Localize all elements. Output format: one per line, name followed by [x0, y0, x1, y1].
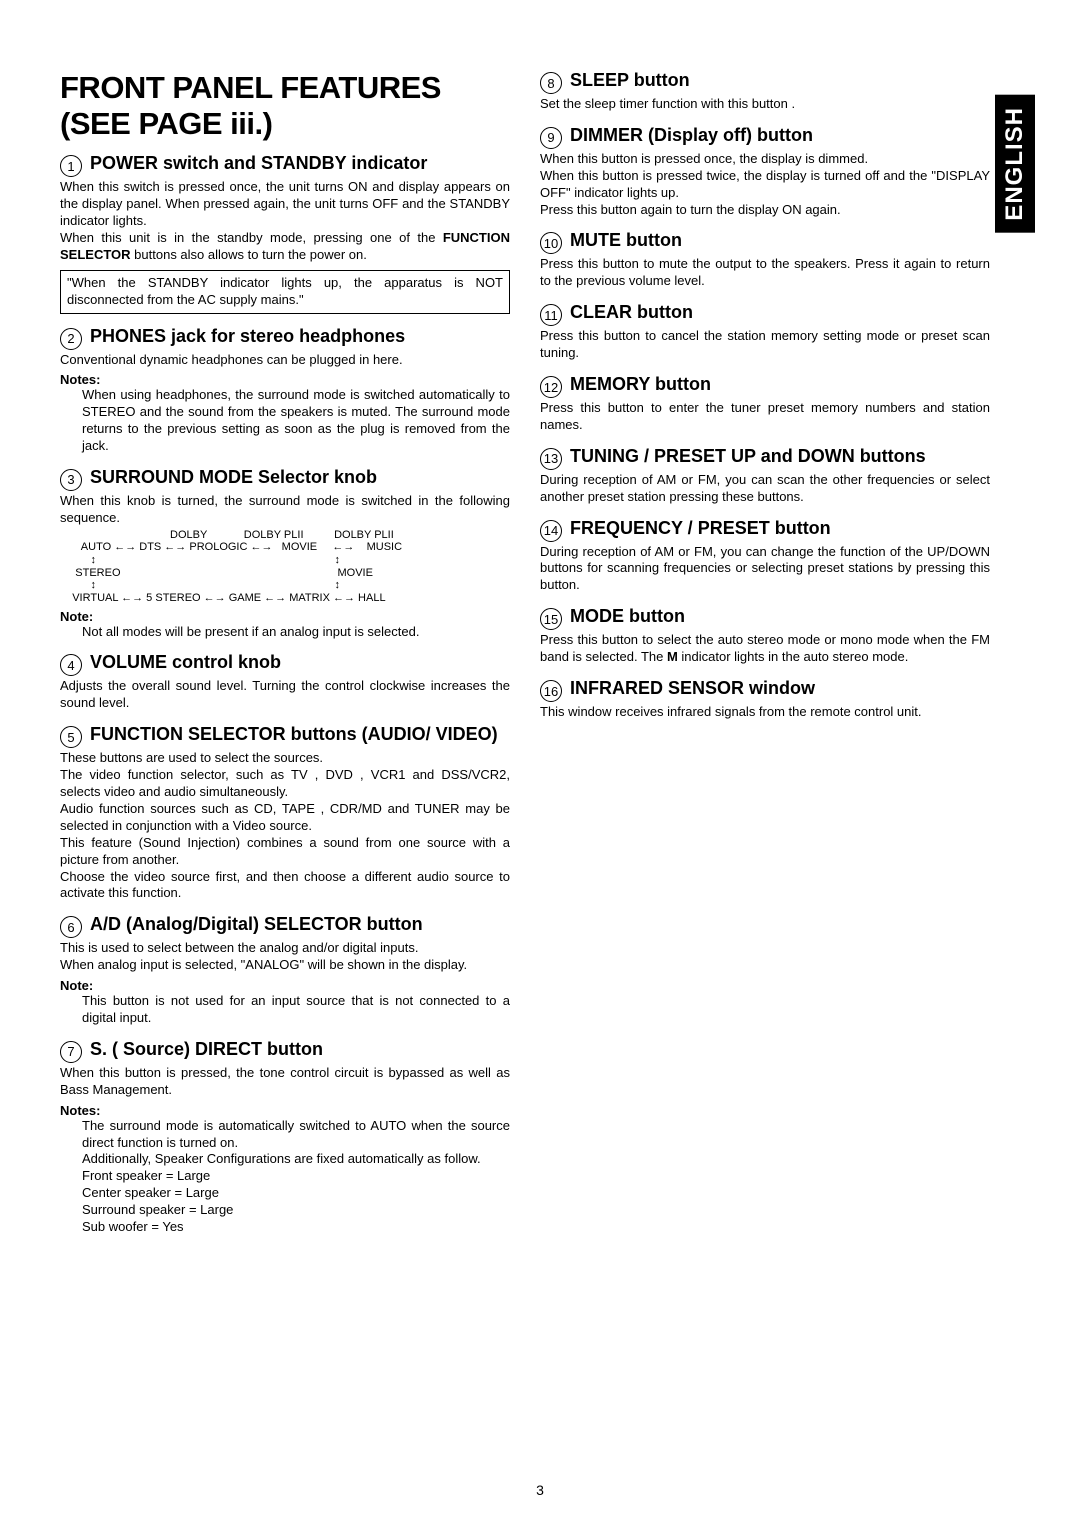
note-3-label: Note: [60, 609, 510, 624]
p-4-1: Adjusts the overall sound level. Turning… [60, 678, 510, 712]
p-11-1: Press this button to cancel the station … [540, 328, 990, 362]
section-mute: 10 MUTE button Press this button to mute… [540, 230, 990, 290]
num-10: 10 [540, 232, 562, 254]
notes-7: Notes: [60, 1103, 510, 1118]
title-7: S. ( Source) DIRECT button [90, 1039, 323, 1061]
section-freq: 14 FREQUENCY / PRESET button During rece… [540, 518, 990, 595]
title-5: FUNCTION SELECTOR buttons (AUDIO/ VIDEO) [90, 724, 498, 746]
num-12: 12 [540, 376, 562, 398]
num-4: 4 [60, 654, 82, 676]
title-16: INFRARED SENSOR window [570, 678, 815, 700]
section-ir: 16 INFRARED SENSOR window This window re… [540, 678, 990, 721]
num-14: 14 [540, 520, 562, 542]
p-8-1: Set the sleep timer function with this b… [540, 96, 990, 113]
num-3: 3 [60, 469, 82, 491]
title-15: MODE button [570, 606, 685, 628]
p-5-3: Audio function sources such as CD, TAPE … [60, 801, 510, 835]
page-title: FRONT PANEL FEATURES (SEE PAGE iii.) [60, 70, 510, 141]
num-13: 13 [540, 448, 562, 470]
p-10-1: Press this button to mute the output to … [540, 256, 990, 290]
section-phones: 2 PHONES jack for stereo headphones Conv… [60, 326, 510, 455]
num-1: 1 [60, 155, 82, 177]
note-2-body: When using headphones, the surround mode… [60, 387, 510, 455]
p-5-2: The video function selector, such as TV … [60, 767, 510, 801]
section-sdirect: 7 S. ( Source) DIRECT button When this b… [60, 1039, 510, 1236]
p-16-1: This window receives infrared signals fr… [540, 704, 990, 721]
title-3: SURROUND MODE Selector knob [90, 467, 377, 489]
section-mode: 15 MODE button Press this button to sele… [540, 606, 990, 666]
title-6: A/D (Analog/Digital) SELECTOR button [90, 914, 423, 936]
language-tab: ENGLISH [995, 95, 1035, 233]
content-columns: FRONT PANEL FEATURES (SEE PAGE iii.) 1 P… [60, 70, 1020, 1240]
standby-box: "When the STANDBY indicator lights up, t… [60, 270, 510, 314]
num-15: 15 [540, 608, 562, 630]
title-12: MEMORY button [570, 374, 711, 396]
note-7-2: Additionally, Speaker Configurations are… [60, 1151, 510, 1168]
p-15-1: Press this button to select the auto ste… [540, 632, 990, 666]
p-14-1: During reception of AM or FM, you can ch… [540, 544, 990, 595]
num-11: 11 [540, 304, 562, 326]
p-1-2a: When this unit is in the standby mode, p… [60, 230, 443, 245]
note-6-body: This button is not used for an input sou… [60, 993, 510, 1027]
title-2: PHONES jack for stereo headphones [90, 326, 405, 348]
p-1-2: When this unit is in the standby mode, p… [60, 230, 510, 264]
right-column: 8 SLEEP button Set the sleep timer funct… [540, 70, 1020, 1240]
title-14: FREQUENCY / PRESET button [570, 518, 831, 540]
section-dimmer: 9 DIMMER (Display off) button When this … [540, 125, 990, 219]
title-9: DIMMER (Display off) button [570, 125, 813, 147]
note-3-body: Not all modes will be present if an anal… [60, 624, 510, 641]
note-6-label: Note: [60, 978, 510, 993]
p-15-1c: indicator lights in the auto stereo mode… [678, 649, 909, 664]
title-13: TUNING / PRESET UP and DOWN buttons [570, 446, 926, 468]
section-power: 1 POWER switch and STANDBY indicator Whe… [60, 153, 510, 313]
p-13-1: During reception of AM or FM, you can sc… [540, 472, 990, 506]
num-5: 5 [60, 726, 82, 748]
num-7: 7 [60, 1041, 82, 1063]
p-9-3: Press this button again to turn the disp… [540, 202, 990, 219]
section-sleep: 8 SLEEP button Set the sleep timer funct… [540, 70, 990, 113]
section-memory: 12 MEMORY button Press this button to en… [540, 374, 990, 434]
title-4: VOLUME control knob [90, 652, 281, 674]
num-8: 8 [540, 72, 562, 94]
p-5-4: This feature (Sound Injection) combines … [60, 835, 510, 869]
section-volume: 4 VOLUME control knob Adjusts the overal… [60, 652, 510, 712]
title-1: POWER switch and STANDBY indicator [90, 153, 427, 175]
p-9-1: When this button is pressed once, the di… [540, 151, 990, 168]
title-8: SLEEP button [570, 70, 690, 92]
notes-2: Notes: [60, 372, 510, 387]
note-7-5: Surround speaker = Large [60, 1202, 510, 1219]
section-surround: 3 SURROUND MODE Selector knob When this … [60, 467, 510, 641]
title-10: MUTE button [570, 230, 682, 252]
num-9: 9 [540, 127, 562, 149]
p-1-1: When this switch is pressed once, the un… [60, 179, 510, 230]
p-6-2: When analog input is selected, "ANALOG" … [60, 957, 510, 974]
p-5-1: These buttons are used to select the sou… [60, 750, 510, 767]
left-column: FRONT PANEL FEATURES (SEE PAGE iii.) 1 P… [60, 70, 510, 1240]
p-2-1: Conventional dynamic headphones can be p… [60, 352, 510, 369]
num-16: 16 [540, 680, 562, 702]
section-clear: 11 CLEAR button Press this button to can… [540, 302, 990, 362]
p-7-1: When this button is pressed, the tone co… [60, 1065, 510, 1099]
num-6: 6 [60, 916, 82, 938]
section-ad: 6 A/D (Analog/Digital) SELECTOR button T… [60, 914, 510, 1027]
page-number: 3 [0, 1482, 1080, 1498]
note-7-4: Center speaker = Large [60, 1185, 510, 1202]
p-6-1: This is used to select between the analo… [60, 940, 510, 957]
p-15-1b: M [667, 649, 678, 664]
note-7-3: Front speaker = Large [60, 1168, 510, 1185]
note-7-1: The surround mode is automatically switc… [60, 1118, 510, 1152]
p-3-1: When this knob is turned, the surround m… [60, 493, 510, 527]
num-2: 2 [60, 328, 82, 350]
p-9-2: When this button is pressed twice, the d… [540, 168, 990, 202]
section-function: 5 FUNCTION SELECTOR buttons (AUDIO/ VIDE… [60, 724, 510, 902]
p-12-1: Press this button to enter the tuner pre… [540, 400, 990, 434]
surround-diagram: DOLBY DOLBY PLII DOLBY PLII AUTO ←→ DTS … [60, 529, 510, 605]
p-1-2c: buttons also allows to turn the power on… [131, 247, 367, 262]
section-tuning: 13 TUNING / PRESET UP and DOWN buttons D… [540, 446, 990, 506]
note-7-6: Sub woofer = Yes [60, 1219, 510, 1236]
title-11: CLEAR button [570, 302, 693, 324]
p-5-5: Choose the video source first, and then … [60, 869, 510, 903]
